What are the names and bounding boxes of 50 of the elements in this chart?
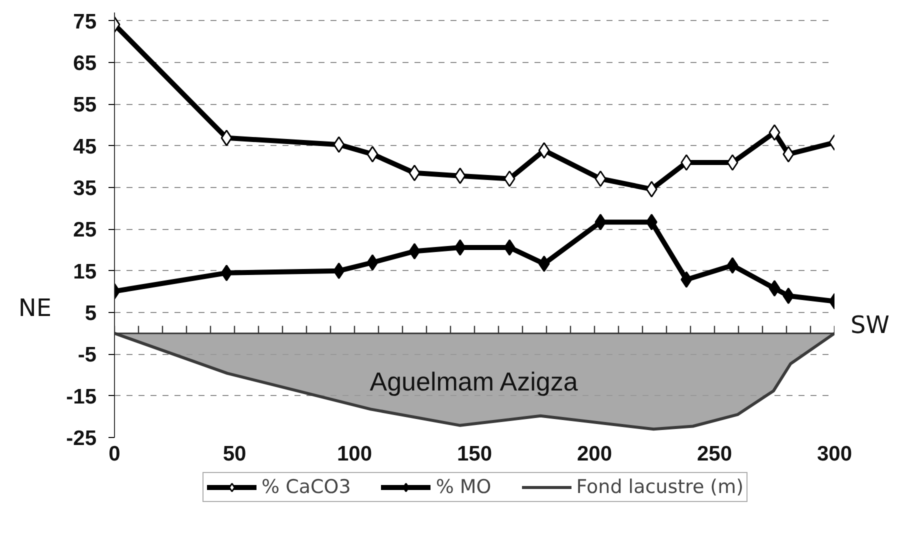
point [768, 124, 780, 141]
y-tick-label: 25 [73, 218, 97, 242]
point [333, 136, 345, 153]
point [220, 130, 232, 146]
point [726, 257, 738, 274]
point [680, 154, 692, 171]
y-tick-label: 15 [73, 260, 97, 284]
point [454, 168, 466, 184]
point [408, 243, 420, 260]
point [594, 214, 606, 230]
point [726, 154, 738, 171]
point [782, 146, 794, 162]
y-tick-label: 45 [73, 135, 97, 158]
y-tick-label: -5 [78, 344, 97, 367]
y-tick-label: -25 [66, 427, 97, 450]
x-tick-label: 100 [336, 442, 372, 466]
y-tick-label: 65 [73, 52, 97, 75]
y-tick-label: 75 [73, 10, 97, 34]
x-tick-label: 150 [456, 442, 492, 466]
legend-label: % MO [436, 476, 492, 498]
y-tick-label: 35 [73, 177, 97, 200]
point [366, 254, 378, 271]
point [220, 264, 232, 282]
point [454, 239, 466, 256]
point [680, 271, 692, 288]
x-tick-label: 50 [222, 442, 246, 466]
point [768, 280, 780, 297]
point [538, 256, 550, 272]
point [538, 142, 550, 159]
y-tick-label: 55 [73, 94, 97, 117]
annotation: Aguelmam Azigza [370, 366, 578, 396]
x-tick-label: 0 [108, 442, 120, 466]
text: NE [18, 294, 52, 322]
legend-label: Fond lacustre (m) [576, 476, 744, 498]
point [504, 170, 516, 187]
point [366, 146, 378, 162]
point [646, 180, 658, 198]
x-tick-label: 250 [696, 442, 732, 466]
point [504, 239, 516, 256]
y-tick-label: 5 [84, 302, 97, 325]
x-tick-label: 300 [816, 442, 852, 466]
point [333, 262, 345, 280]
text: SW [850, 310, 890, 339]
point [782, 288, 794, 304]
point [594, 170, 606, 187]
point [408, 164, 420, 182]
x-tick-label: 200 [576, 442, 612, 466]
legend-label: % CaCO3 [261, 476, 351, 498]
y-tick-label: -15 [66, 385, 97, 408]
point [646, 214, 658, 230]
